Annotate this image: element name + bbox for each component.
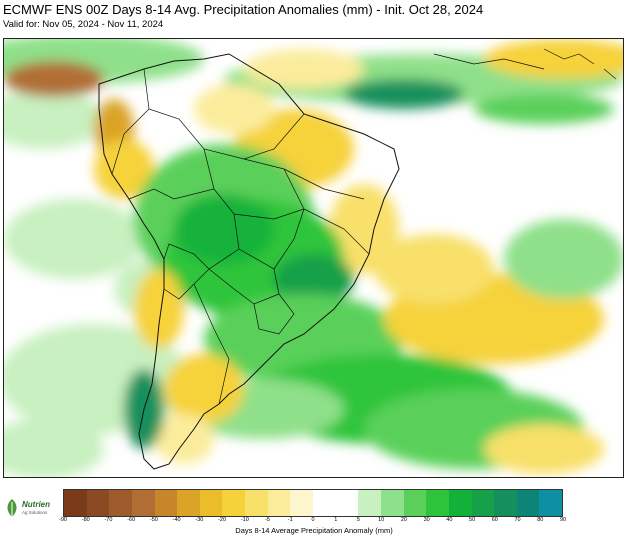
- colorbar-tick-label: -20: [218, 517, 227, 523]
- colorbar-tick-label: 5: [356, 517, 360, 523]
- colorbar-swatch: [471, 490, 495, 516]
- country-borders: [111, 53, 545, 405]
- colorbar-swatches: [63, 489, 563, 517]
- colorbar-tick-label: -80: [81, 517, 90, 523]
- colorbar-tick-label: 1: [334, 517, 338, 523]
- colorbar-swatch: [109, 490, 132, 516]
- anomaly-map-svg: [4, 39, 623, 477]
- colorbar-swatch: [154, 490, 178, 516]
- nutrien-logo: Nutrien Ag Solutions: [4, 496, 66, 522]
- colorbar-swatch: [199, 490, 223, 516]
- colorbar-tick-label: 80: [537, 517, 544, 523]
- logo-name: Nutrien: [22, 500, 50, 509]
- colorbar-swatch: [86, 490, 110, 516]
- colorbar-swatch: [448, 490, 472, 516]
- leaf-icon: [7, 499, 17, 517]
- colorbar-tick-label: -30: [195, 517, 204, 523]
- colorbar-tick-label: -5: [265, 517, 270, 523]
- colorbar-tick-label: -10: [240, 517, 249, 523]
- colorbar-tick-label: 50: [469, 517, 476, 523]
- colorbar-tick-label: -90: [59, 517, 67, 523]
- colorbar-tick-label: 0: [311, 517, 315, 523]
- chart-title: ECMWF ENS 00Z Days 8-14 Avg. Precipitati…: [3, 2, 484, 17]
- colorbar-tick-label: 40: [446, 517, 453, 523]
- colorbar-tick-label: 10: [378, 517, 385, 523]
- colorbar-tick-label: 70: [514, 517, 521, 523]
- valid-dates: Valid for: Nov 05, 2024 - Nov 11, 2024: [3, 19, 164, 30]
- colorbar-swatch: [335, 490, 359, 516]
- anomaly-field: [4, 39, 623, 477]
- colorbar-swatch: [245, 490, 268, 516]
- caribbean-islands: [543, 48, 617, 80]
- anomaly-map: [3, 38, 624, 478]
- colorbar-swatch: [426, 490, 449, 516]
- colorbar-tick-label: 90: [559, 517, 567, 523]
- colorbar: [63, 489, 563, 517]
- colorbar-label: Days 8-14 Average Precipitation Anomaly …: [235, 526, 393, 535]
- colorbar-swatch: [358, 490, 381, 516]
- colorbar-swatch: [403, 490, 427, 516]
- logo-tagline: Ag Solutions: [22, 510, 48, 515]
- colorbar-ticks: -90 -80 -70 -60 -50 -40 -30 -20 -10 -5 -1 0 1 5 10 20 30…: [59, 517, 567, 527]
- colorbar-tick-label: -60: [127, 517, 136, 523]
- colorbar-swatch: [516, 490, 540, 516]
- colorbar-tick-label: -70: [104, 517, 113, 523]
- colorbar-swatch: [494, 490, 517, 516]
- coastlines: [98, 53, 400, 470]
- colorbar-swatch: [267, 490, 291, 516]
- colorbar-tick-label: 30: [423, 517, 430, 523]
- colorbar-tick-label: -40: [172, 517, 181, 523]
- colorbar-tick-label: 60: [491, 517, 498, 523]
- colorbar-swatch: [131, 490, 155, 516]
- colorbar-swatch: [290, 490, 314, 516]
- colorbar-tick-label: 20: [400, 517, 407, 523]
- colorbar-swatch: [222, 490, 246, 516]
- colorbar-swatch: [313, 490, 336, 516]
- colorbar-swatch: [64, 490, 87, 516]
- colorbar-swatch: [177, 490, 200, 516]
- colorbar-swatch: [380, 490, 404, 516]
- colorbar-tick-label: -50: [149, 517, 158, 523]
- colorbar-tick-label: -1: [287, 517, 293, 523]
- colorbar-swatch: [539, 490, 563, 516]
